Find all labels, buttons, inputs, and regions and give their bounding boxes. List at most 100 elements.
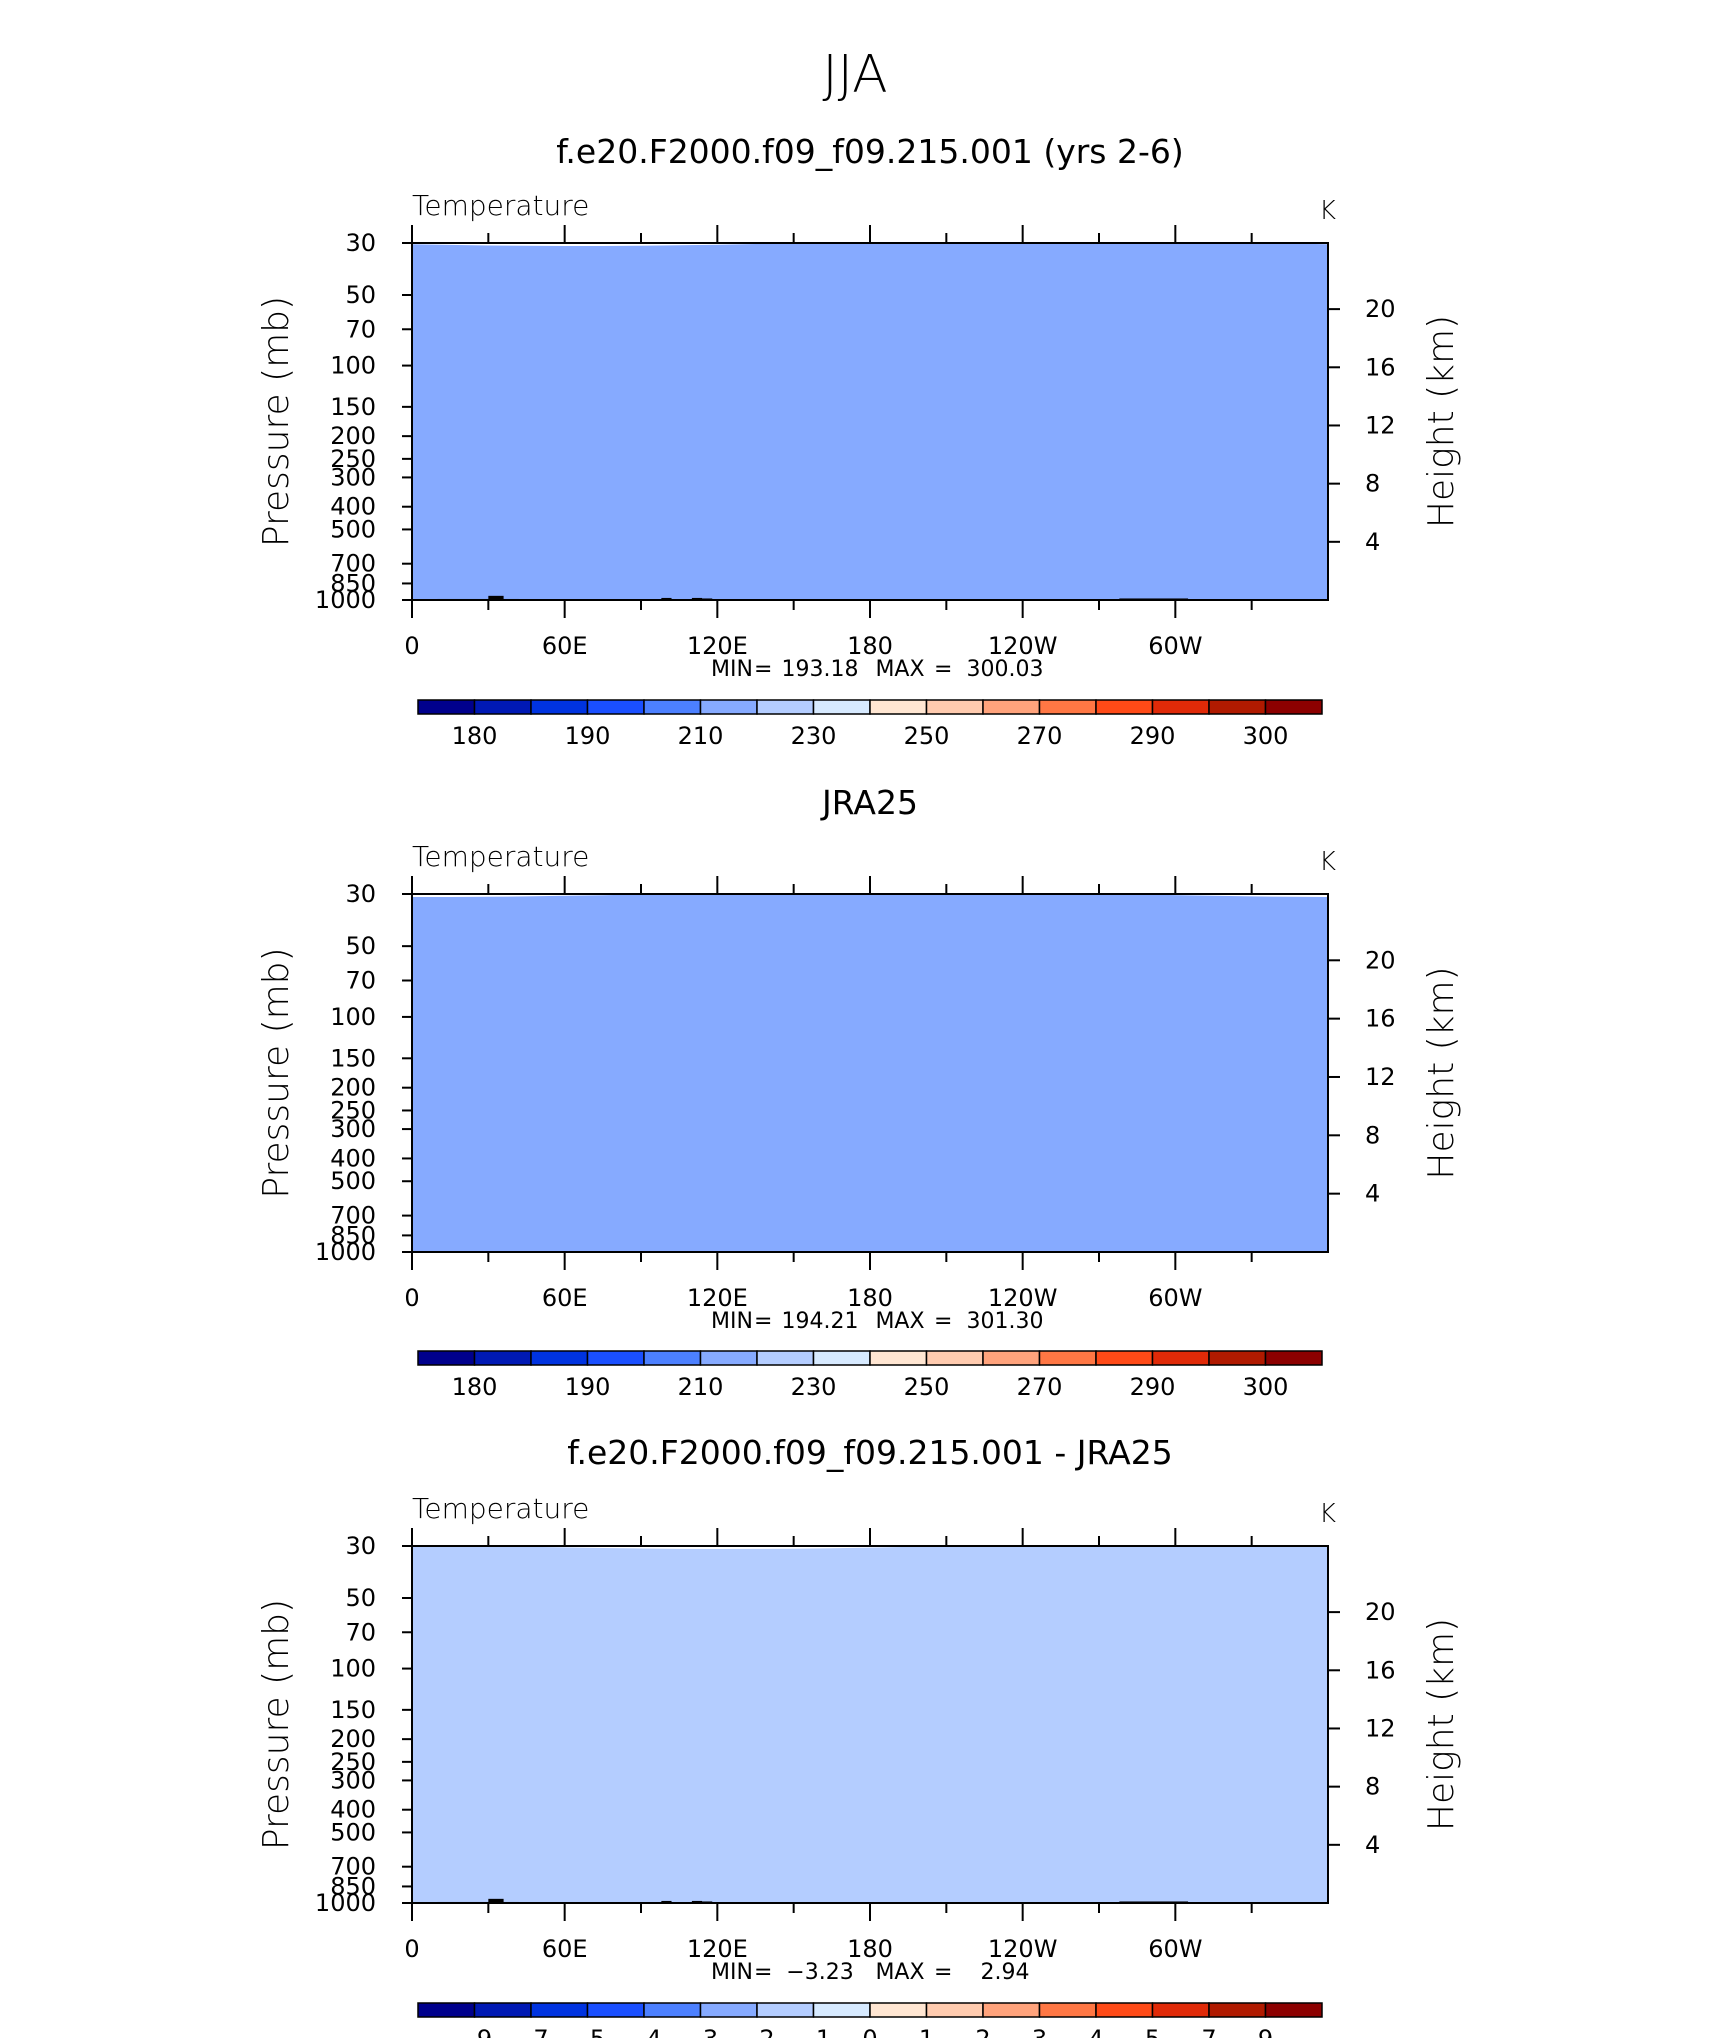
y2-tick-label: 8 [1365,1121,1380,1149]
x-tick-label: 60E [542,632,588,660]
colorbar-swatch [586,2002,645,2018]
colorbar-swatch [756,1350,815,1366]
equals-sign: = [754,1309,772,1334]
colorbar-label: 300 [1243,722,1289,750]
colorbar-label: −3 [683,2025,718,2038]
colorbar-swatch [869,2002,928,2018]
colorbar-label: 4 [1088,2025,1103,2038]
y-tick-label: 300 [330,463,376,491]
colorbar-label: 180 [452,722,498,750]
y-tick-label: 400 [330,1796,376,1824]
y2-tick-label: 4 [1365,1831,1380,1859]
contour-band [412,894,1328,1252]
y-tick-label: 500 [330,1818,376,1846]
y2-tick-label: 12 [1365,1063,1396,1091]
colorbar-swatch [1038,699,1097,715]
colorbar-swatch [925,699,984,715]
colorbar-swatch [699,1350,758,1366]
y-tick-label: 850 [330,569,376,597]
x-tick-label: 60W [1148,1284,1202,1312]
colorbar-swatch [417,1350,476,1366]
colorbar-swatch [530,2002,589,2018]
y-tick-label: 50 [345,932,376,960]
y-tick-label: 30 [345,880,376,908]
colorbar-label: 3 [1032,2025,1047,2038]
contour-band [412,1546,1328,1903]
y2-tick-label: 8 [1365,470,1380,498]
colorbar-label: −7 [513,2025,548,2038]
colorbar-swatch [1264,699,1323,715]
x-tick-label: 120W [988,1935,1058,1963]
y2-tick-label: 4 [1365,528,1380,556]
panel-title: JRA25 [820,783,918,822]
colorbar-swatch [1038,2002,1097,2018]
min-label: MIN [711,1309,753,1334]
topography-mask [488,595,504,600]
panel-title: f.e20.F2000.f09_f09.215.001 - JRA25 [567,1433,1172,1472]
y2-tick-label: 4 [1365,1180,1380,1208]
colorbar-label: −4 [626,2025,661,2038]
colorbar-label: 230 [791,1373,837,1401]
y2-tick-label: 16 [1365,1005,1396,1033]
y2-tick-label: 20 [1365,295,1396,323]
y-tick-label: 300 [330,1766,376,1794]
colorbar-label: 210 [678,1373,724,1401]
colorbar-swatch [1264,2002,1323,2018]
x-tick-label: 60E [542,1284,588,1312]
y-tick-label: 500 [330,1167,376,1195]
x-tick-label: 0 [404,632,419,660]
colorbar-label: 210 [678,722,724,750]
y2-axis-title: Height (km) [1421,315,1462,528]
y-tick-label: 250 [330,445,376,473]
y-tick-label: 400 [330,493,376,521]
colorbar-swatch [530,699,589,715]
y-tick-label: 200 [330,422,376,450]
colorbar-label: 5 [1145,2025,1160,2038]
colorbar-swatch [643,699,702,715]
colorbar-label: 7 [1201,2025,1216,2038]
y-tick-label: 700 [330,1853,376,1881]
colorbar-swatch [756,2002,815,2018]
y2-tick-label: 8 [1365,1773,1380,1801]
y-tick-label: 150 [330,1696,376,1724]
colorbar-label: 270 [1017,722,1063,750]
equals-sign: = [934,657,952,682]
y-tick-label: 850 [330,1872,376,1900]
colorbar-swatch [473,2002,532,2018]
y-tick-label: 1000 [315,1238,376,1266]
x-tick-label: 120W [988,1284,1058,1312]
colorbar-swatch [812,2002,871,2018]
colorbar-swatch [1208,2002,1267,2018]
y-tick-label: 300 [330,1115,376,1143]
y-tick-label: 100 [330,1003,376,1031]
y-tick-label: 100 [330,352,376,380]
y2-tick-label: 12 [1365,411,1396,439]
y2-tick-label: 12 [1365,1714,1396,1742]
x-tick-label: 120W [988,632,1058,660]
x-tick-label: 0 [404,1935,419,1963]
y-axis-title: Pressure (mb) [256,947,297,1198]
colorbar-swatch [925,1350,984,1366]
colorbar-label: 270 [1017,1373,1063,1401]
colorbar-label: −5 [570,2025,605,2038]
variable-label: Temperature [412,1492,589,1525]
y-tick-label: 30 [345,229,376,257]
x-tick-label: 60W [1148,1935,1202,1963]
colorbar-label: 250 [904,1373,950,1401]
max-label: MAX [875,1309,924,1334]
colorbar-swatch [869,1350,928,1366]
colorbar-swatch [1208,699,1267,715]
x-tick-label: 180 [847,1935,893,1963]
colorbar-label: 230 [791,722,837,750]
y-tick-label: 700 [330,1202,376,1230]
colorbar-swatch [982,699,1041,715]
equals-sign: = [754,657,772,682]
x-tick-label: 120E [687,1935,748,1963]
y-tick-label: 70 [345,315,376,343]
colorbar-swatch [869,699,928,715]
y-tick-label: 500 [330,515,376,543]
colorbar-label: 290 [1130,1373,1176,1401]
colorbar-swatch [1038,1350,1097,1366]
colorbar-swatch [756,699,815,715]
